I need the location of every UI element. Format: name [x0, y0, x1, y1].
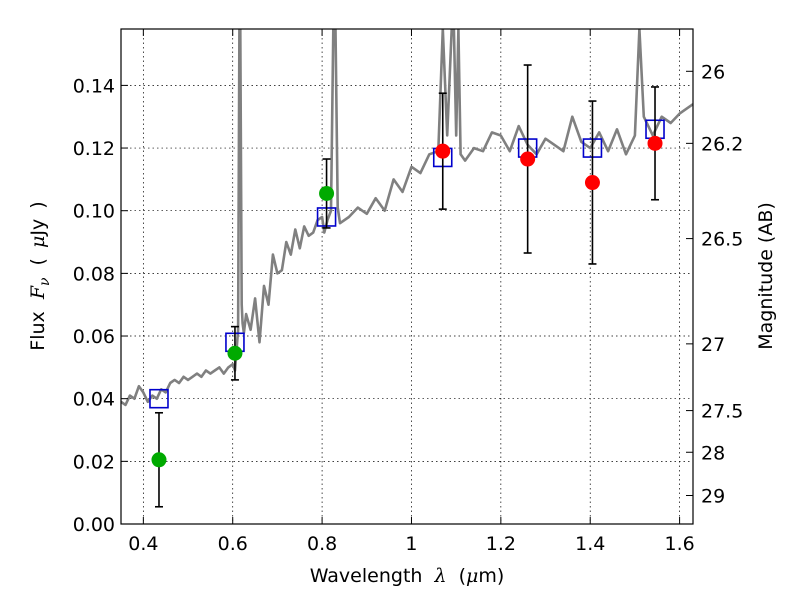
template-spectrum: [121, 29, 693, 407]
upper-limit-point: [584, 175, 600, 191]
y-axis-title-unit: Jy: [27, 219, 49, 237]
magnitude-tick-label: 26.5: [701, 229, 743, 251]
x-tick-label: 0.6: [218, 533, 248, 555]
y-tick-label: 0.10: [73, 201, 115, 223]
magnitude-tick-label: 28: [701, 442, 725, 464]
y-tick-label: 0.08: [73, 263, 115, 285]
x-axis-title-word: Wavelength: [310, 565, 423, 587]
detection-point: [151, 452, 167, 468]
upper-limit-point: [435, 143, 451, 159]
y-tick-label: 0.06: [73, 326, 115, 348]
x-axis-title-unit: m): [478, 565, 504, 587]
y-axis-title-word: Flux: [27, 311, 49, 351]
y-tick-label: 0.14: [73, 75, 115, 97]
template-spectrum-line: [121, 29, 693, 407]
y-axis-title-open: (: [27, 258, 49, 265]
y-tick-label: 0.00: [73, 514, 115, 536]
axes: 0.4 0.6 0.8 1 1.2 1.4 1.6 0.00 0.02 0.04 0.06 0.08 0…: [73, 28, 743, 555]
x-axis-title-mu: μ: [466, 565, 478, 587]
x-tick-label: 0.4: [128, 533, 158, 555]
grid: [121, 29, 693, 525]
magnitude-tick-label: 27: [701, 334, 725, 356]
y-axis-title-close: ): [27, 201, 49, 208]
x-tick-label: 1.2: [486, 533, 516, 555]
magnitude-tick-label: 26.2: [701, 133, 743, 155]
detection-point: [319, 185, 335, 201]
y-axis-title-subscript: ν: [37, 277, 53, 286]
x-tick-label: 1.4: [575, 533, 605, 555]
x-tick-label: 1.6: [664, 533, 694, 555]
photometry-markers: [149, 64, 665, 508]
magnitude-tick-label: 29: [701, 485, 725, 507]
magnitude-tick-label: 27.5: [701, 401, 743, 423]
x-tick-label: 1: [405, 533, 417, 555]
y-tick-label: 0.04: [73, 389, 115, 411]
x-axis-title-symbol: λ: [433, 565, 446, 587]
x-axis-title-open: (: [459, 565, 466, 587]
detection-point: [227, 345, 243, 361]
x-tick-label: 0.8: [307, 533, 337, 555]
upper-limit-point: [647, 135, 663, 151]
model-square-marker: [149, 388, 169, 409]
y-tick-label: 0.12: [73, 138, 115, 160]
plot-frame: [120, 28, 694, 525]
upper-limit-point: [520, 151, 536, 167]
y-axis-title-symbol: F: [27, 285, 49, 300]
y-axis-title-left: Flux Fν ( μJy ): [27, 201, 54, 350]
magnitude-tick-label: 26: [701, 61, 725, 83]
y-axis-title-right: Magnitude (AB): [755, 202, 777, 350]
y-tick-label: 0.02: [73, 451, 115, 473]
x-axis-title: Wavelength λ (μm): [310, 565, 505, 587]
y-axis-title-mu: μ: [27, 236, 49, 248]
